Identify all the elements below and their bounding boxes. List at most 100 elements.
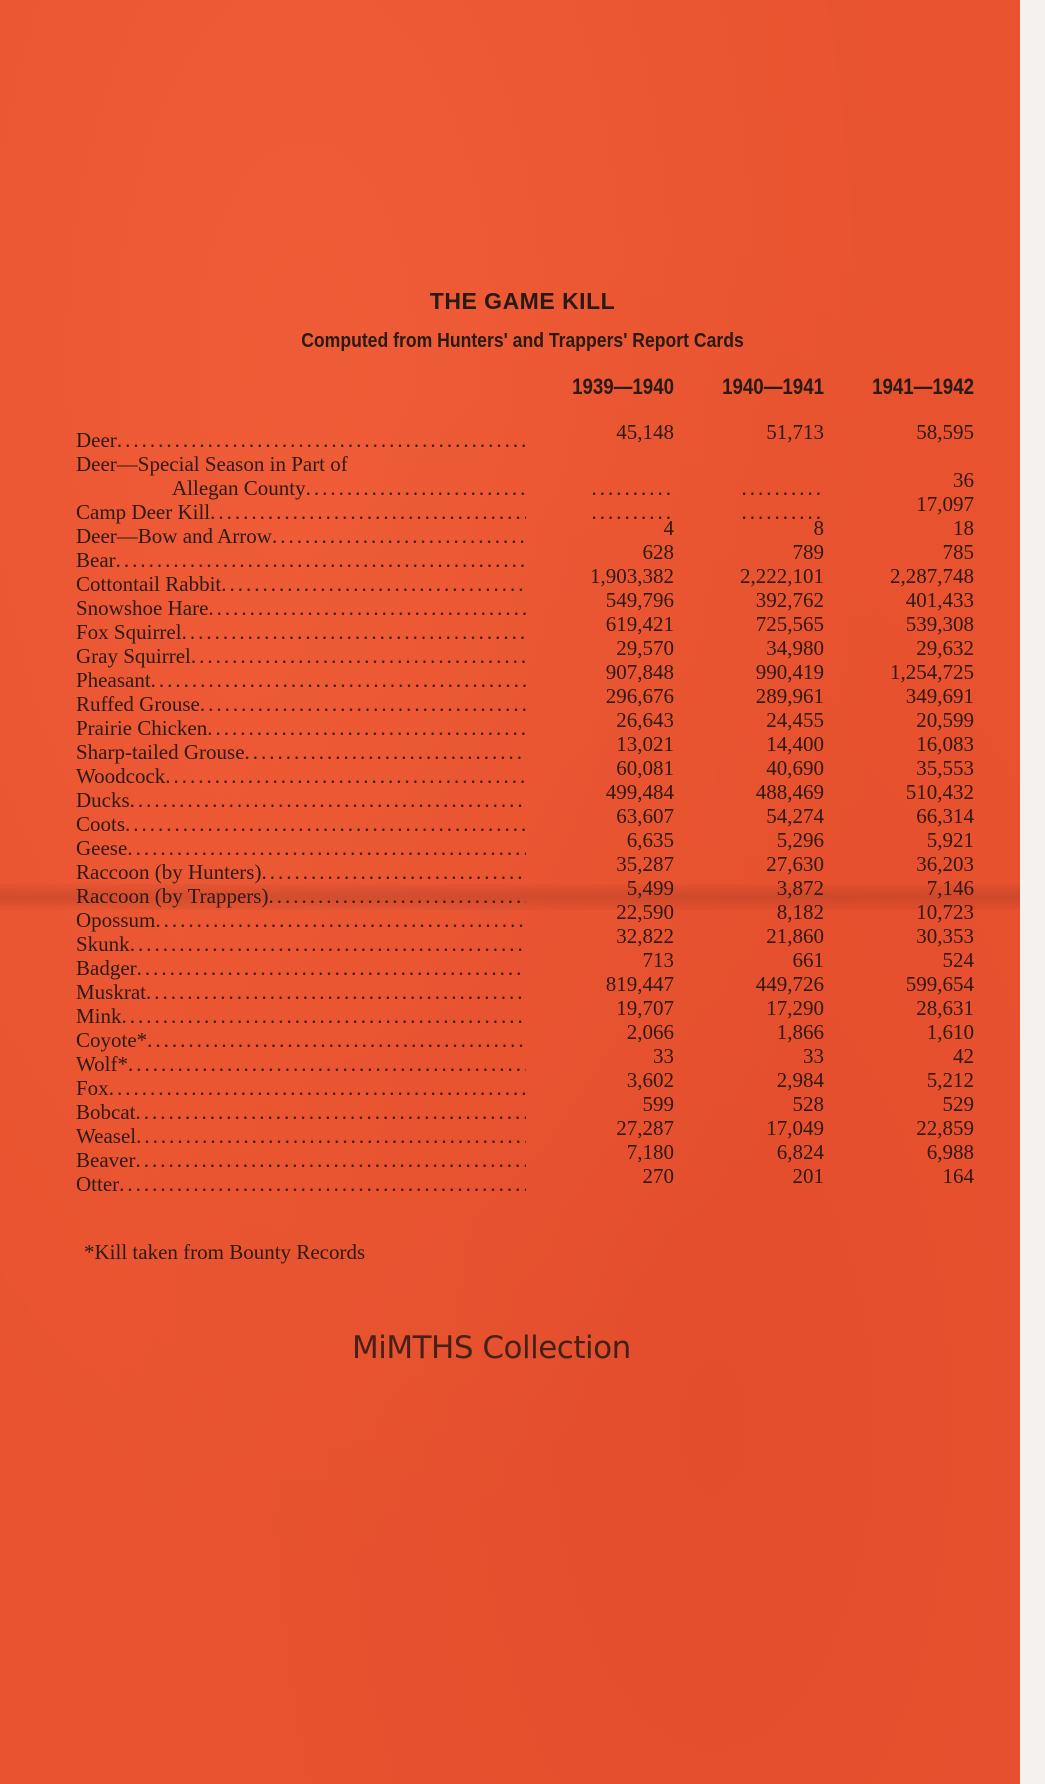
cell-value: 990,419	[755, 660, 824, 684]
row-label-text: Deer	[76, 428, 117, 452]
cell-value: 21,860	[766, 924, 824, 948]
dot-leader: ........................................…	[147, 1028, 526, 1052]
table-row: Fox.....................................…	[76, 1068, 976, 1100]
cell-value: 619,421	[605, 612, 674, 636]
row-label-text: Allegan County	[172, 476, 306, 500]
column-header: 1939—1940	[572, 374, 674, 399]
table-row: Mink....................................…	[76, 996, 976, 1028]
row-label-text: Woodcock	[76, 764, 166, 788]
cell-value: 29,632	[916, 636, 974, 660]
dot-leader: ........................................…	[268, 884, 526, 908]
footnote: *Kill taken from Bounty Records	[84, 1240, 366, 1264]
dot-leader: ........................................…	[136, 1124, 526, 1148]
cell-value: 14,400	[766, 732, 824, 756]
cell-value: 789	[792, 540, 825, 564]
table-row: Raccoon (by Hunters)....................…	[76, 852, 976, 884]
table-row: Fox Squirrel............................…	[76, 612, 976, 644]
row-label: Ruffed Grouse...........................…	[76, 692, 526, 716]
cell-value: 8	[813, 516, 825, 540]
table-row: Coots...................................…	[76, 804, 976, 836]
dot-leader: ........................................…	[119, 1172, 526, 1196]
cell-value: 60,081	[616, 756, 674, 780]
row-label-text: Snowshoe Hare	[76, 596, 209, 620]
table-row: Skunk...................................…	[76, 924, 976, 956]
row-label: Bear....................................…	[76, 548, 526, 572]
cell-value: 58,595	[916, 420, 974, 444]
cell-value: 270	[642, 1164, 675, 1188]
cell-value: 27,630	[766, 852, 824, 876]
row-label-text: Raccoon (by Hunters)	[76, 860, 262, 884]
table-row: Allegan County..........................…	[76, 468, 976, 500]
dot-leader: ........................................…	[115, 548, 526, 572]
cell-value: 7,146	[926, 876, 974, 900]
row-label: Deer—Bow and Arrow......................…	[76, 524, 526, 548]
cell-value: 33	[803, 1044, 824, 1068]
cell-value: 1,610	[926, 1020, 974, 1044]
table-row: Camp Deer Kill..........................…	[76, 492, 976, 524]
row-label: Muskrat.................................…	[76, 980, 526, 1004]
row-label-text: Mink	[76, 1004, 122, 1028]
row-label-text: Raccoon (by Trappers)	[76, 884, 269, 908]
dot-leader: ........................................…	[108, 1076, 526, 1100]
cell-value: 27,287	[616, 1116, 674, 1140]
row-label: Geese...................................…	[76, 836, 526, 860]
cell-value: 349,691	[905, 684, 974, 708]
cell-value: 5,212	[926, 1068, 974, 1092]
dot-leader: ........................................…	[155, 908, 526, 932]
row-label-text: Coyote*	[76, 1028, 148, 1052]
cell-value: 2,066	[626, 1020, 674, 1044]
cell-value: 3,872	[776, 876, 824, 900]
row-label: Skunk...................................…	[76, 932, 526, 956]
cell-value: 599,654	[905, 972, 974, 996]
table-row: Gray Squirrel...........................…	[76, 636, 976, 668]
cell-value: 35,553	[916, 756, 974, 780]
table-row: Otter...................................…	[76, 1164, 976, 1196]
dot-leader: ........................................…	[129, 932, 526, 956]
row-label: Sharp-tailed Grouse.....................…	[76, 740, 526, 764]
cell-value: 30,353	[916, 924, 974, 948]
cell-value: 6,824	[776, 1140, 824, 1164]
row-label: Prairie Chicken.........................…	[76, 716, 526, 740]
document-page	[0, 0, 1020, 1784]
dot-leader: ........................................…	[210, 500, 526, 524]
table-row: Wolf*...................................…	[76, 1044, 976, 1076]
dot-leader: ........................................…	[146, 980, 526, 1004]
row-label: Wolf*...................................…	[76, 1052, 526, 1076]
row-label-text: Prairie Chicken	[76, 716, 208, 740]
cell-value: 6,988	[926, 1140, 974, 1164]
row-label: Fox.....................................…	[76, 1076, 526, 1100]
dot-leader: ........................................…	[135, 1100, 526, 1124]
cell-value: 628	[642, 540, 675, 564]
cell-value: 529	[942, 1092, 975, 1116]
cell-value: 66,314	[916, 804, 974, 828]
cell-value: 528	[792, 1092, 825, 1116]
watermark: MiMTHS Collection	[352, 1330, 631, 1366]
dot-leader: ........................................…	[271, 524, 526, 548]
cell-value: 1,903,382	[590, 564, 674, 588]
cell-value: ..........	[591, 500, 674, 524]
cell-value: 510,432	[905, 780, 974, 804]
cell-value: 20,599	[916, 708, 974, 732]
dot-leader: ........................................…	[116, 428, 526, 452]
table-row: Woodcock................................…	[76, 756, 976, 788]
row-label-text: Skunk	[76, 932, 130, 956]
dot-leader: ........................................…	[305, 476, 526, 500]
column-header: 1941—1942	[872, 374, 974, 399]
cell-value: 35,287	[616, 852, 674, 876]
cell-value: 392,762	[755, 588, 824, 612]
row-label: Beaver..................................…	[76, 1148, 526, 1172]
row-label: Deer—Special Season in Part of	[76, 452, 526, 476]
cell-value: 17,097	[916, 492, 974, 516]
row-label: Pheasant................................…	[76, 668, 526, 692]
row-label: Fox Squirrel............................…	[76, 620, 526, 644]
cell-value: 488,469	[755, 780, 824, 804]
row-label: Deer....................................…	[76, 428, 526, 452]
row-label-text: Badger	[76, 956, 137, 980]
cell-value: 5,296	[776, 828, 824, 852]
cell-value: 54,274	[766, 804, 824, 828]
row-label-text: Cottontail Rabbit	[76, 572, 222, 596]
row-label-text: Fox Squirrel	[76, 620, 182, 644]
dot-leader: ........................................…	[165, 764, 526, 788]
row-label: Weasel..................................…	[76, 1124, 526, 1148]
cell-value: 22,859	[916, 1116, 974, 1140]
